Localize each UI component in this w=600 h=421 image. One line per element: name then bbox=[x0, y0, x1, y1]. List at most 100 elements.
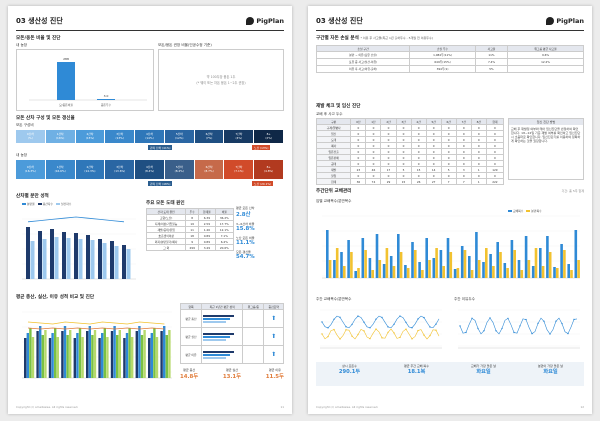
pregnancy-guide-text: 교배 후 재발정 여부와 태아 임신진단을 반정하여 확인합니다. 18~24일… bbox=[511, 127, 581, 143]
table-row: 재발 23 46 17 5 15 14 5 3 1 129 bbox=[315, 166, 505, 173]
parity-bar-total bbox=[50, 229, 54, 279]
litter-bar bbox=[138, 326, 141, 378]
weekly-point bbox=[345, 326, 347, 328]
weekly-point bbox=[369, 327, 371, 329]
litter-bar bbox=[150, 333, 153, 378]
header-divider bbox=[16, 30, 284, 31]
daily-bar-mating bbox=[574, 230, 578, 278]
daily-bar-mating bbox=[432, 258, 436, 278]
weekly-point bbox=[525, 318, 527, 321]
weekly-weaning-svg bbox=[458, 309, 580, 349]
daily-bar-mating bbox=[340, 252, 343, 278]
litter-line-2 bbox=[27, 327, 165, 330]
daily-bar-farrowing bbox=[485, 248, 488, 278]
parity-farm-label: 내 농장 bbox=[16, 153, 28, 157]
litter-bar bbox=[66, 335, 69, 378]
parity-cell: 1산차 (16%) bbox=[45, 130, 76, 143]
weekly-point bbox=[357, 333, 359, 336]
litter-bar bbox=[44, 330, 47, 378]
old-parity-tag-farm: 노산 (20.1%) bbox=[252, 181, 274, 186]
daily-bar-mating bbox=[482, 262, 485, 278]
weekly-point bbox=[387, 331, 389, 334]
section-title-sow-boar: 모돈/웅돈 비율 및 진단 bbox=[16, 36, 61, 41]
arrow-up-icon: ⬆ bbox=[271, 315, 277, 322]
table-row: 평균 총산 ⬆ bbox=[180, 309, 284, 328]
bar-sow-boar-ratio bbox=[57, 62, 75, 100]
daily-bar-farrowing bbox=[506, 268, 509, 278]
daily-bar-mating bbox=[354, 271, 357, 278]
daily-bar-mating bbox=[389, 256, 393, 278]
daily-bar-farrowing bbox=[449, 252, 453, 278]
table-row: 평균 이유 ⬆ bbox=[180, 345, 284, 364]
bar-boar-value: 3.0 bbox=[104, 94, 109, 98]
bar-boar-count bbox=[97, 99, 115, 100]
weekly-point bbox=[543, 320, 545, 323]
daily-bar-mating bbox=[531, 266, 535, 278]
parity-band-standard: 0산차 (%) 1산차 (16%) 2산차 (15%) 3산차 (13%) 4산차 (14%) 5산… bbox=[16, 130, 285, 143]
daily-bar-mating bbox=[517, 260, 521, 278]
daily-bar-farrowing bbox=[328, 260, 332, 278]
litter-compare-chart bbox=[16, 302, 176, 386]
daily-bar-mating bbox=[333, 260, 336, 278]
parity-cell: 2산차 (15%) bbox=[75, 130, 106, 143]
parity-cell: 7산차 (4%) bbox=[224, 130, 255, 143]
parity-cell: 3산차 (13.6%) bbox=[105, 160, 136, 179]
pig-logo-icon bbox=[546, 17, 555, 25]
litter-bar bbox=[128, 328, 131, 378]
daily-bar-farrowing bbox=[477, 260, 481, 278]
daily-bar-mating bbox=[411, 242, 414, 278]
parity-cell: 8+ (4.8%) bbox=[254, 160, 285, 179]
copyright-text: Copyright (c) smaibiaisa. All rights res… bbox=[316, 405, 379, 409]
weekly-point bbox=[333, 328, 335, 331]
litter-bar bbox=[63, 326, 67, 378]
recommended-ratio-label: 모돈/웅돈 권장 비율(인공수정 기준) bbox=[158, 43, 212, 47]
weekly-point bbox=[423, 316, 425, 319]
daily-mating-svg bbox=[322, 215, 580, 279]
weekly-point bbox=[555, 320, 557, 322]
daily-bar-mating bbox=[475, 232, 478, 278]
weekly-point bbox=[345, 329, 347, 331]
parity-performance-svg bbox=[22, 216, 136, 280]
litter-bar bbox=[91, 335, 94, 378]
parity-bar-live bbox=[102, 243, 107, 279]
post-mating-accident-label: 교배 후 사고 두수 bbox=[316, 112, 343, 116]
parity-bar-total bbox=[122, 245, 126, 279]
old-parity-tag-standard: 노산 (13%) bbox=[252, 145, 271, 150]
weekly-point bbox=[393, 332, 395, 334]
daily-bar-farrowing bbox=[456, 268, 460, 278]
daily-bar-farrowing bbox=[499, 252, 502, 278]
weekly-point bbox=[393, 323, 395, 325]
weekly-point bbox=[501, 327, 503, 330]
weekly-point bbox=[327, 327, 329, 329]
litter-bar bbox=[86, 331, 89, 378]
litter-bar bbox=[73, 338, 76, 378]
weekly-point bbox=[513, 331, 515, 334]
litter-bar bbox=[110, 331, 114, 378]
kpi-value: 화요일 bbox=[543, 369, 558, 375]
litter-bar bbox=[148, 338, 151, 378]
cull-kpi: 3~6산차 비율 15.8% bbox=[236, 222, 286, 232]
table-row: 이유 후 사고(이유-출하) 394두(1) 5% bbox=[315, 65, 584, 73]
my-farm-label: 내 농장 bbox=[16, 43, 28, 47]
weekly-point bbox=[507, 317, 509, 320]
weekly-point bbox=[519, 325, 521, 327]
daily-bar-mating bbox=[468, 256, 471, 278]
litter-kpi: 평균 총산 14.8두 bbox=[180, 368, 198, 380]
litter-bar bbox=[48, 338, 52, 378]
section-title-return-check: 재발 체크 및 임신 진단 bbox=[316, 104, 361, 109]
weekly-line bbox=[459, 317, 578, 335]
kpi-value: 290.1두 bbox=[338, 369, 361, 375]
weekly-point bbox=[339, 316, 341, 319]
litter-bar bbox=[113, 326, 116, 378]
parity-bar-total bbox=[110, 241, 114, 279]
parity-performance-chart bbox=[16, 207, 140, 287]
daily-bar-mating bbox=[404, 265, 407, 278]
daily-bar-mating bbox=[375, 234, 379, 278]
litter-bar bbox=[39, 326, 42, 378]
parity-bar-total bbox=[62, 232, 66, 279]
daily-bar-farrowing bbox=[470, 270, 474, 278]
pigplan-logo: PigPlan bbox=[546, 17, 584, 25]
litter-bar bbox=[118, 330, 121, 378]
header-divider bbox=[316, 30, 584, 31]
litter-bar bbox=[54, 328, 57, 378]
